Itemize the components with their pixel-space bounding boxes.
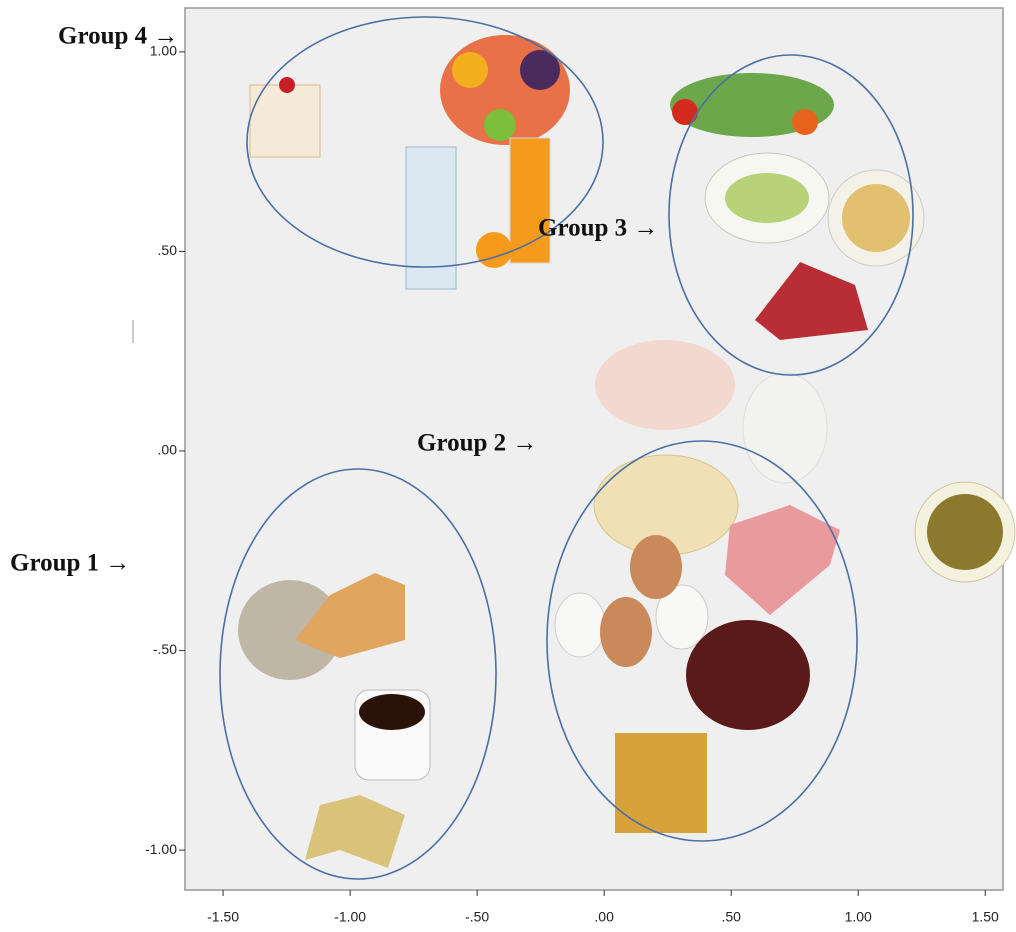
x-tick-label: 1.00 [845, 909, 872, 925]
egg [630, 535, 682, 599]
orange [476, 232, 512, 268]
cherry [279, 77, 295, 93]
beans [686, 620, 810, 730]
group-label: Group 4 → [58, 23, 178, 50]
y-tick-label: .50 [158, 242, 178, 258]
group-label: Group 3 → [538, 215, 658, 242]
coffee [359, 694, 425, 730]
x-tick-label: -1.50 [207, 909, 239, 925]
x-tick-label: -.50 [465, 909, 489, 925]
y-tick-label: -1.00 [145, 841, 177, 857]
vegetable [792, 109, 818, 135]
fruit [452, 52, 488, 88]
y-tick-label: .00 [158, 442, 178, 458]
y-tick-label: -.50 [153, 641, 177, 657]
x-tick-label: .50 [721, 909, 741, 925]
x-tick-label: -1.00 [334, 909, 366, 925]
juice-glass [510, 138, 550, 263]
group-label: Group 2 → [417, 430, 537, 457]
x-tick-label: .00 [594, 909, 614, 925]
egg [600, 597, 652, 667]
fruit [484, 109, 516, 141]
chicken [595, 340, 735, 430]
chart: -1.00 -.50 .00 .50 1.00 -1.50 -1.00 -.50 .00 .50 1… [0, 0, 1016, 932]
spaghetti [842, 184, 910, 252]
soup [927, 494, 1003, 570]
salad-greens [725, 173, 809, 223]
vegetable [672, 99, 698, 125]
egg [555, 593, 605, 657]
x-tick-label: 1.50 [972, 909, 999, 925]
group-label: Group 1 → [10, 550, 130, 577]
rice [743, 373, 827, 483]
